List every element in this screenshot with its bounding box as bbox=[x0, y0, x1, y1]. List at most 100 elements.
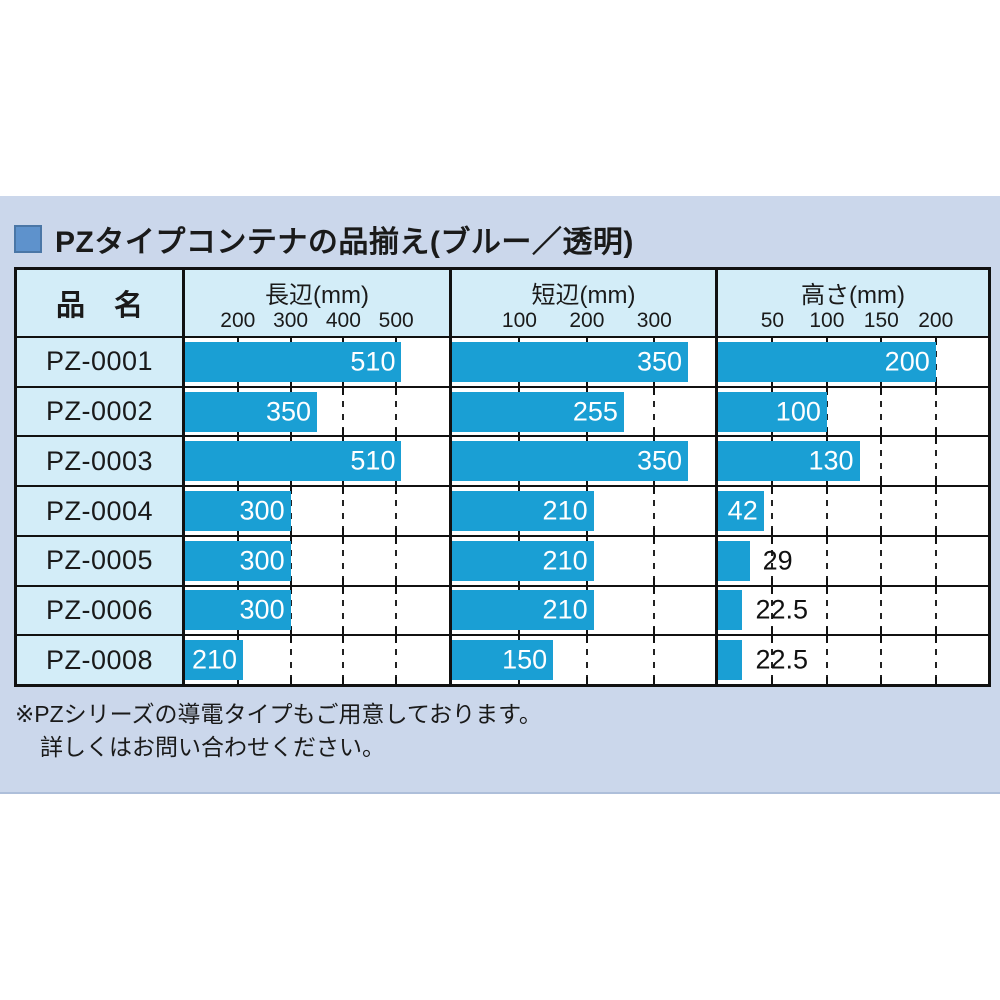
section-title: PZタイプコンテナの品揃え(ブルー／透明) bbox=[55, 226, 634, 259]
axis-tick-mark bbox=[825, 437, 828, 445]
axis-tick-mark bbox=[342, 378, 345, 386]
column-header-height: 高さ(mm) 50 100 150 200 bbox=[718, 270, 988, 336]
gridline-dashed bbox=[289, 487, 292, 535]
axis-tick-mark bbox=[653, 338, 656, 345]
gridline-dashed bbox=[653, 536, 656, 585]
axis-tick-mark bbox=[585, 586, 588, 594]
axis-tick-label: 200 bbox=[220, 309, 256, 332]
bar-cell: 510 bbox=[185, 338, 452, 386]
axis-tick-mark bbox=[585, 437, 588, 445]
axis-tick-mark bbox=[934, 378, 937, 386]
axis-tick-mark bbox=[289, 338, 292, 345]
axis-tick-label: 400 bbox=[325, 309, 361, 332]
axis-tick-mark bbox=[880, 378, 883, 386]
axis-tick-mark bbox=[934, 387, 937, 395]
gridline-dashed bbox=[342, 536, 345, 585]
axis-tick-mark bbox=[236, 478, 239, 486]
axis-tick-mark bbox=[825, 527, 828, 535]
axis-tick-mark bbox=[653, 478, 656, 486]
axis-tick-mark bbox=[236, 487, 239, 495]
value-bar: 210 bbox=[452, 491, 594, 532]
axis-tick-mark bbox=[518, 577, 521, 585]
value-bar: 210 bbox=[452, 590, 594, 631]
axis-tick-label: 200 bbox=[569, 309, 605, 332]
bar-cell: 100 bbox=[718, 387, 988, 436]
bar-cell: 350 bbox=[452, 338, 718, 386]
column-header-short-side: 短辺(mm) 100 200 300 bbox=[452, 270, 718, 336]
bar-value-label: 210 bbox=[542, 545, 588, 576]
axis-tick-mark bbox=[236, 437, 239, 445]
axis-tick-mark bbox=[395, 387, 398, 395]
value-bar: 200 bbox=[718, 341, 936, 382]
bar-value-label: 300 bbox=[239, 594, 285, 625]
gridline-dashed bbox=[934, 586, 937, 635]
axis-tick-mark bbox=[395, 487, 398, 495]
axis-tick-mark bbox=[653, 586, 656, 594]
axis-tick-mark bbox=[771, 428, 774, 436]
gridline-dashed bbox=[289, 536, 292, 585]
axis-tick-mark bbox=[653, 527, 656, 535]
axis-tick-mark bbox=[342, 487, 345, 495]
axis-tick-mark bbox=[342, 437, 345, 445]
axis-tick-mark bbox=[236, 586, 239, 594]
axis-tick-mark bbox=[825, 338, 828, 345]
axis-tick-mark bbox=[585, 487, 588, 495]
axis-tick-mark bbox=[289, 428, 292, 436]
axis-tick-mark bbox=[236, 536, 239, 544]
bar-cell: 350 bbox=[452, 437, 718, 486]
bar-value-label: 29 bbox=[762, 545, 793, 576]
axis-tick-label: 200 bbox=[918, 309, 954, 332]
product-name-cell: PZ-0002 bbox=[17, 387, 185, 436]
axis-tick-mark bbox=[236, 636, 239, 644]
value-bar: 255 bbox=[452, 391, 624, 432]
gridline-dashed bbox=[395, 536, 398, 585]
axis-tick-mark bbox=[342, 636, 345, 644]
axis-tick-mark bbox=[653, 437, 656, 445]
axis-tick-mark bbox=[585, 478, 588, 486]
axis-tick-mark bbox=[342, 677, 345, 685]
axis-tick-mark bbox=[653, 428, 656, 436]
value-bar: 300 bbox=[185, 590, 291, 631]
gridline-dashed bbox=[342, 586, 345, 635]
bar-value-label: 200 bbox=[884, 346, 930, 377]
product-name-cell: PZ-0008 bbox=[17, 636, 185, 685]
axis-tick-mark bbox=[395, 378, 398, 386]
gridline-dashed bbox=[395, 387, 398, 436]
bar-value-label: 510 bbox=[350, 445, 396, 476]
gridline-dashed bbox=[825, 387, 828, 436]
axis-tick-mark bbox=[395, 627, 398, 635]
bar-cell: 200 bbox=[718, 338, 988, 386]
axis-tick-mark bbox=[771, 478, 774, 486]
axis-tick-mark bbox=[880, 487, 883, 495]
bar-cell: 150 bbox=[452, 636, 718, 685]
axis-tick-mark bbox=[771, 586, 774, 594]
axis-tick-mark bbox=[289, 636, 292, 644]
axis-tick-mark bbox=[825, 536, 828, 544]
axis-tick-mark bbox=[585, 536, 588, 544]
axis-tick-mark bbox=[236, 378, 239, 386]
axis-tick-mark bbox=[289, 536, 292, 544]
axis-tick-mark bbox=[934, 536, 937, 544]
bar-cell: 300 bbox=[185, 487, 452, 535]
bar-value-label: 210 bbox=[542, 495, 588, 526]
table-row: PZ-0001 510 350 200 bbox=[17, 338, 988, 388]
gridline-dashed bbox=[585, 636, 588, 685]
axis-tick-mark bbox=[395, 577, 398, 585]
gridline-dashed bbox=[289, 586, 292, 635]
gridline-dashed bbox=[771, 636, 774, 685]
axis-tick-label: 300 bbox=[273, 309, 309, 332]
axis-tick-mark bbox=[825, 586, 828, 594]
gridline-dashed bbox=[342, 387, 345, 436]
bar-value-label: 300 bbox=[239, 545, 285, 576]
axis-tick-label: 300 bbox=[636, 309, 672, 332]
product-name-cell: PZ-0003 bbox=[17, 437, 185, 486]
axis-tick-mark bbox=[880, 478, 883, 486]
axis-tick-mark bbox=[585, 577, 588, 585]
axis-tick-mark bbox=[342, 527, 345, 535]
axis-tick-mark bbox=[771, 527, 774, 535]
axis-tick-mark bbox=[236, 527, 239, 535]
bar-value-label: 42 bbox=[727, 495, 758, 526]
axis-tick-mark bbox=[236, 387, 239, 395]
axis-tick-mark bbox=[518, 636, 521, 644]
axis-tick-mark bbox=[880, 437, 883, 445]
